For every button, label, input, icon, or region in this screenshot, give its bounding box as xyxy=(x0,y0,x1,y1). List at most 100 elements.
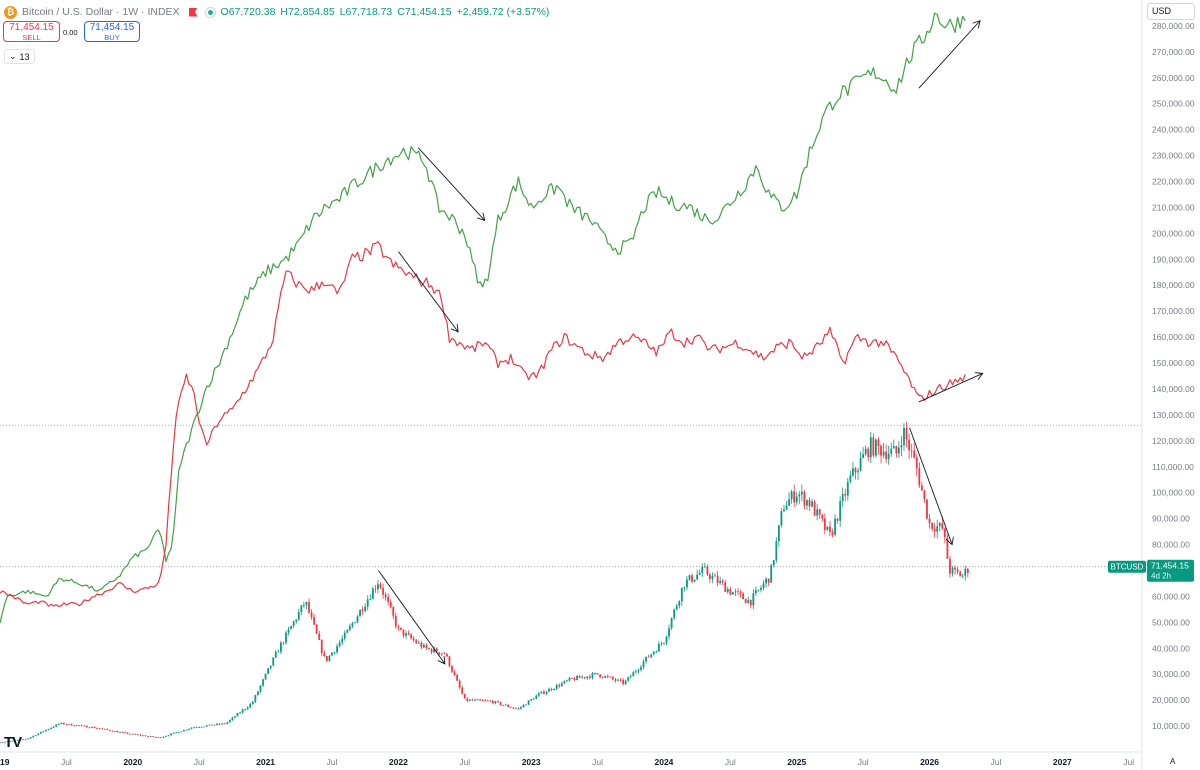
market-status-icon[interactable] xyxy=(204,6,216,18)
candle-body xyxy=(295,619,298,622)
candle-body xyxy=(660,643,663,645)
candle-body xyxy=(377,584,379,590)
candle-body xyxy=(829,526,831,533)
candle-body xyxy=(111,730,114,732)
candle-body xyxy=(19,739,22,741)
candle-body xyxy=(583,677,586,679)
candle-body xyxy=(481,700,484,701)
x-tick-label: 2022 xyxy=(389,757,408,767)
trend-arrow xyxy=(918,21,980,89)
candle-body xyxy=(91,726,93,728)
x-tick-label: 2024 xyxy=(654,757,673,767)
candle-body xyxy=(292,621,295,626)
candle-body xyxy=(165,735,167,737)
candle-body xyxy=(272,657,275,666)
indicators-toggle[interactable]: ⌄ 13 xyxy=(4,49,35,64)
y-tick-label: 220,000.00 xyxy=(1152,177,1195,187)
candle-body xyxy=(423,644,425,648)
candle-body xyxy=(448,656,451,667)
candle-body xyxy=(543,691,545,694)
candle-body xyxy=(55,724,58,727)
y-tick-label: 170,000.00 xyxy=(1152,306,1195,316)
btcusd-candles xyxy=(0,421,969,744)
tradingview-logo-icon[interactable]: TV xyxy=(4,734,22,751)
candle-body xyxy=(96,728,98,729)
candle-body xyxy=(379,584,382,588)
candle-body xyxy=(68,723,70,725)
candle-body xyxy=(609,676,612,678)
candle-body xyxy=(27,738,29,740)
candle-body xyxy=(60,722,63,724)
candle-body xyxy=(634,671,637,673)
candle-body xyxy=(195,727,198,729)
candle-body xyxy=(693,579,696,582)
candle-body xyxy=(328,655,331,661)
candle-body xyxy=(560,683,563,687)
symbol-title[interactable]: Bitcoin / U.S. Dollar · 1W · INDEX xyxy=(22,6,180,18)
x-tick-label: Jul xyxy=(459,757,470,767)
candle-body xyxy=(885,451,888,460)
candle-body xyxy=(606,676,609,677)
candle-body xyxy=(205,725,208,727)
candle-body xyxy=(502,704,504,706)
sell-button[interactable]: 71,454.15 SELL xyxy=(3,21,60,42)
candle-body xyxy=(24,739,27,741)
candle-body xyxy=(264,673,267,680)
candle-body xyxy=(394,615,397,627)
candle-body xyxy=(846,481,849,496)
y-tick-label: 30,000.00 xyxy=(1152,669,1190,679)
candle-body xyxy=(642,661,645,668)
y-tick-label: 60,000.00 xyxy=(1152,591,1190,601)
candle-body xyxy=(456,675,459,681)
candle-body xyxy=(716,575,719,583)
candle-body xyxy=(627,677,630,681)
candle-body xyxy=(369,598,372,600)
candle-body xyxy=(359,609,361,617)
price-tag xyxy=(1147,559,1194,582)
candle-body xyxy=(772,560,775,566)
candle-body xyxy=(277,651,280,653)
candle-body xyxy=(578,676,581,678)
buy-button[interactable]: 71,454.15 BUY xyxy=(84,21,140,42)
candle-body xyxy=(14,740,17,742)
trend-arrow xyxy=(398,251,458,332)
auto-scale-button[interactable]: A xyxy=(1170,757,1176,766)
chevron-down-icon: ⌄ xyxy=(9,51,17,61)
candle-body xyxy=(652,651,655,655)
flag-icon[interactable] xyxy=(188,7,198,17)
candle-body xyxy=(170,733,172,736)
candle-body xyxy=(596,673,599,675)
candle-body xyxy=(852,468,854,476)
candle-body xyxy=(530,699,533,701)
indicators-count: 13 xyxy=(19,51,30,62)
candle-body xyxy=(956,569,959,572)
candle-body xyxy=(451,666,453,672)
candle-body xyxy=(88,727,91,729)
currency-selector[interactable]: USD xyxy=(1147,3,1195,20)
candle-body xyxy=(392,607,395,616)
candle-body xyxy=(655,651,658,653)
y-tick-label: 100,000.00 xyxy=(1152,488,1195,498)
candle-body xyxy=(430,648,433,653)
candle-body xyxy=(129,733,132,735)
candle-body xyxy=(737,591,739,593)
y-tick-label: 80,000.00 xyxy=(1152,540,1190,550)
candle-body xyxy=(747,599,750,604)
trend-arrow xyxy=(909,427,952,545)
candle-body xyxy=(154,736,157,738)
candle-body xyxy=(134,733,137,735)
candle-body xyxy=(726,589,729,593)
candle-body xyxy=(777,525,780,542)
candle-body xyxy=(162,736,165,738)
candle-body xyxy=(808,500,811,507)
candle-body xyxy=(844,493,847,496)
candle-body xyxy=(65,724,68,726)
candle-body xyxy=(617,679,619,681)
candle-body xyxy=(382,587,384,595)
candle-body xyxy=(400,627,402,630)
candle-body xyxy=(869,437,872,458)
candle-body xyxy=(231,717,234,720)
candle-body xyxy=(668,628,670,637)
ohlc-low: L67,718.73 xyxy=(339,6,393,18)
